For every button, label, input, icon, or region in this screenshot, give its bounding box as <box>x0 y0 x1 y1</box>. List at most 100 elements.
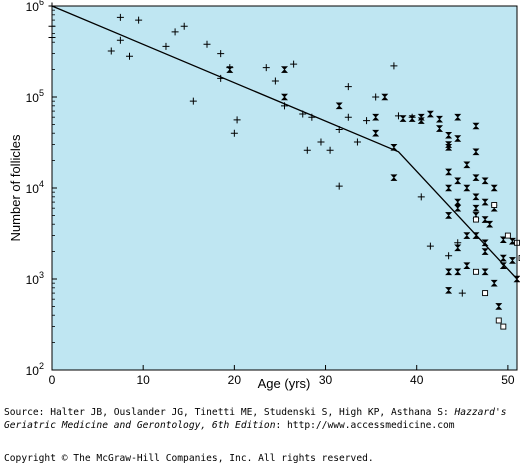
bowtie-point <box>335 102 343 110</box>
plus-point <box>344 83 352 91</box>
y-tick-label: 105 <box>26 88 44 105</box>
bowtie-point <box>436 125 443 132</box>
plus-point <box>417 193 425 201</box>
plot-marks <box>48 2 520 330</box>
x-tick-label: 50 <box>501 373 515 387</box>
follicle-chart: 0 10 20 30 40 50 102 103 104 105 106 Age (yrs) Nu… <box>8 0 520 391</box>
bowtie-point <box>445 184 453 192</box>
plus-point <box>162 42 170 50</box>
source-citation: Source: Halter JB, Ouslander JG, Tinetti… <box>4 407 516 432</box>
copyright-notice: Copyright © The McGraw-Hill Companies, I… <box>4 453 374 464</box>
plus-point <box>135 16 143 24</box>
plus-point <box>303 146 311 154</box>
bowtie-point <box>445 287 453 294</box>
bowtie-point <box>490 279 498 287</box>
square-point <box>473 268 479 275</box>
x-tick-label: 30 <box>319 373 333 387</box>
plus-point <box>203 40 211 48</box>
y-tick-label: 102 <box>26 361 44 378</box>
plus-point <box>335 182 343 190</box>
bowtie-point <box>454 113 462 121</box>
bowtie-point <box>445 268 453 276</box>
plus-point <box>262 64 270 72</box>
y-tick-label: 106 <box>26 0 44 14</box>
x-tick-label: 40 <box>410 373 424 387</box>
square-point <box>491 202 498 208</box>
plus-point <box>230 129 238 137</box>
bowtie-point <box>463 262 471 270</box>
square-point <box>495 317 502 324</box>
source-url: : http://www.accessmedicine.com <box>275 419 455 431</box>
plus-point <box>445 252 453 260</box>
plus-point <box>180 22 188 30</box>
bowtie-point <box>372 129 380 137</box>
plus-point <box>116 13 124 21</box>
bowtie-point <box>481 198 489 206</box>
bowtie-point <box>408 115 416 122</box>
bowtie-point <box>472 174 480 181</box>
bowtie-point <box>481 248 489 255</box>
plus-point <box>372 93 380 101</box>
bowtie-point <box>372 113 380 121</box>
square-point <box>473 216 479 223</box>
bowtie-point <box>399 115 407 122</box>
bowtie-point <box>499 262 507 270</box>
bowtie-point <box>499 254 507 262</box>
bowtie-point <box>463 184 471 192</box>
plus-point <box>363 117 371 125</box>
plus-point <box>458 289 466 297</box>
plus-point <box>217 50 225 58</box>
bowtie-point <box>454 135 462 142</box>
bowtie-point <box>226 66 234 73</box>
source-prefix: Source: Halter JB, Ouslander JG, Tinetti… <box>4 407 455 418</box>
plus-point <box>271 77 279 85</box>
bowtie-point <box>454 268 462 276</box>
bowtie-point <box>508 237 516 245</box>
bowtie-point <box>463 232 471 239</box>
bowtie-point <box>417 117 425 124</box>
bowtie-point <box>445 212 453 219</box>
bowtie-point <box>472 122 480 130</box>
bowtie-point <box>486 220 494 228</box>
bowtie-point <box>426 110 434 118</box>
plus-point <box>290 60 298 68</box>
plus-point <box>326 146 334 154</box>
bowtie-point <box>445 168 453 176</box>
bowtie-point <box>281 66 288 73</box>
plus-point <box>344 113 352 121</box>
square-point <box>504 232 511 239</box>
bowtie-point <box>472 148 480 156</box>
bowtie-point <box>445 131 453 139</box>
square-point <box>500 323 507 330</box>
plus-point <box>116 36 124 44</box>
y-axis-title: Number of follicles <box>8 134 23 241</box>
bowtie-point <box>495 303 503 310</box>
bowtie-point <box>381 93 389 101</box>
source-book-title: Hazzard's Geriatric Medicine and Geronto… <box>4 407 507 431</box>
plus-point <box>171 28 179 36</box>
bowtie-point <box>454 244 462 252</box>
x-axis-title: Age (yrs) <box>258 376 311 391</box>
x-tick-label: 20 <box>228 373 242 387</box>
bowtie-point <box>508 257 516 264</box>
plus-point <box>353 138 361 146</box>
bowtie-point <box>436 115 443 123</box>
plus-point <box>126 52 133 60</box>
bowtie-point <box>481 239 489 247</box>
bowtie-point <box>472 193 480 201</box>
plus-point <box>107 47 115 55</box>
bowtie-point <box>454 204 462 212</box>
bowtie-point <box>281 93 288 101</box>
x-axis: 0 10 20 30 40 50 <box>49 365 515 387</box>
y-axis: 102 103 104 105 106 <box>26 0 57 378</box>
fit-line <box>51 5 518 280</box>
bowtie-point <box>481 177 489 185</box>
x-tick-label: 10 <box>136 373 150 387</box>
bowtie-point <box>454 177 462 185</box>
bowtie-point <box>472 204 480 212</box>
x-tick-label: 0 <box>49 373 56 387</box>
plus-point <box>426 242 434 250</box>
plus-point <box>233 116 241 124</box>
plus-point <box>317 138 325 146</box>
bowtie-point <box>490 184 498 192</box>
